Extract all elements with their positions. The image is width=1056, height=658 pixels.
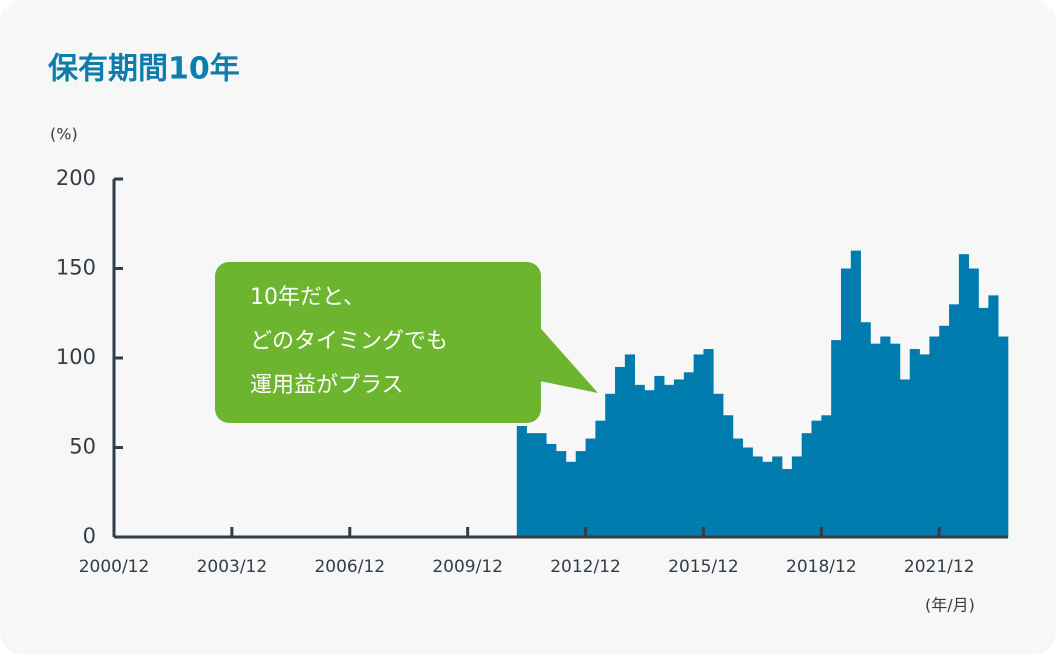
bar: [958, 254, 970, 537]
bar: [840, 268, 852, 537]
bar: [801, 433, 812, 537]
bar: [723, 415, 734, 537]
bar: [683, 372, 694, 537]
bar: [605, 393, 616, 537]
x-tick-label: 2015/12: [668, 557, 739, 577]
y-tick-label: 100: [56, 345, 96, 369]
y-tick-label: 150: [56, 256, 96, 280]
chart-title: 保有期間10年: [48, 52, 240, 87]
bar: [998, 336, 1009, 537]
y-tick-label: 50: [69, 435, 96, 459]
x-tick-label: 2000/12: [79, 557, 150, 577]
bar: [703, 349, 714, 537]
x-tick-label: 2006/12: [314, 557, 385, 577]
callout-box: [215, 262, 541, 423]
x-tick-label: 2003/12: [197, 557, 268, 577]
x-tick-label: 2021/12: [904, 557, 975, 577]
bar: [673, 379, 685, 537]
bar: [526, 433, 537, 537]
bar: [693, 354, 704, 537]
bar: [949, 304, 960, 537]
x-unit: (年/月): [925, 596, 975, 615]
bar: [732, 438, 744, 537]
bar: [968, 268, 979, 537]
bar: [939, 325, 950, 537]
bar: [890, 343, 901, 537]
bar: [772, 456, 783, 537]
bar: [516, 426, 527, 537]
bar: [860, 322, 871, 537]
bar: [880, 336, 891, 537]
bar: [654, 375, 665, 537]
callout-text: 運用益がプラス: [250, 373, 404, 398]
bar: [811, 420, 822, 537]
x-tick-label: 2009/12: [432, 557, 503, 577]
bar: [713, 393, 724, 537]
bar: [791, 456, 802, 537]
bar: [664, 384, 675, 537]
bar: [595, 420, 606, 537]
bar: [821, 415, 832, 537]
bar: [615, 366, 626, 537]
x-tick-label: 2018/12: [786, 557, 857, 577]
callout-text: 10年だと、: [250, 285, 365, 310]
callout-pointer: [535, 322, 598, 393]
y-unit: (%): [50, 125, 78, 144]
y-tick-label: 200: [56, 166, 96, 190]
x-tick-label: 2012/12: [550, 557, 621, 577]
bar: [536, 433, 547, 537]
bar: [919, 354, 930, 537]
bar: [752, 456, 763, 537]
y-tick-label: 0: [83, 524, 96, 548]
callout-text: どのタイミングでも: [250, 329, 448, 354]
callout: 10年だと、 どのタイミングでも 運用益がプラス: [215, 262, 598, 423]
bar: [546, 443, 557, 537]
bar: [556, 451, 567, 537]
bar: [899, 379, 911, 537]
bar: [565, 461, 577, 537]
bar: [831, 340, 842, 537]
bar: [988, 295, 999, 537]
bar: [634, 384, 645, 537]
bar: [870, 343, 881, 537]
bar: [742, 447, 753, 537]
bar: [978, 307, 989, 537]
bar: [575, 451, 586, 537]
bar: [850, 250, 861, 537]
bar: [585, 438, 596, 537]
bar: [644, 390, 655, 537]
bar: [624, 354, 635, 537]
bar: [929, 336, 940, 537]
bar: [762, 461, 773, 537]
bar: [909, 349, 920, 537]
bar: [782, 468, 793, 537]
